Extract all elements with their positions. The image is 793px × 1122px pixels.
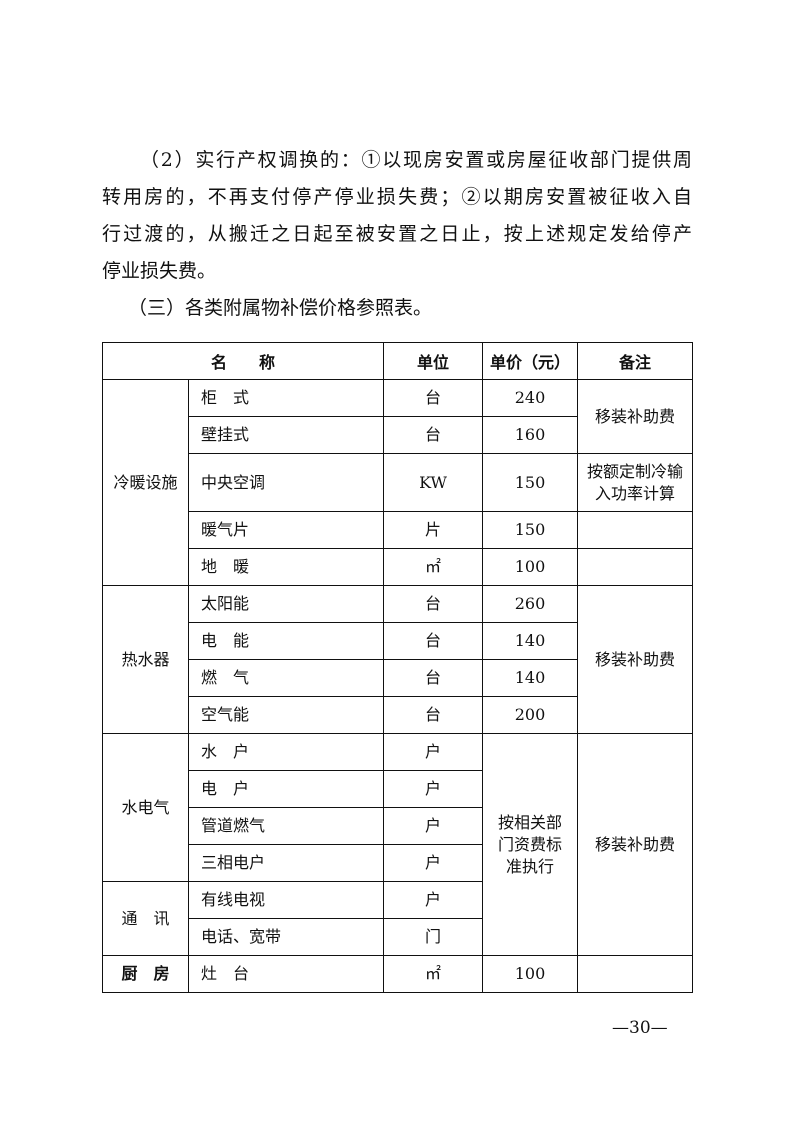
item-name: 灶 台 (187, 955, 385, 993)
table-row: 管道燃气 户 (103, 807, 693, 845)
page-number: —30— (612, 1018, 668, 1038)
item-unit: 台 (383, 659, 484, 697)
table-header: 名 称 单位 单价（元） 备注 (101, 342, 694, 380)
table-row: 中央空调 KW 150 按额定制冷输入功率计算 (103, 453, 694, 512)
item-name: 电 能 (187, 622, 385, 660)
item-name: 电 户 (187, 770, 385, 808)
item-note (577, 955, 694, 993)
item-name: 燃 气 (187, 659, 385, 697)
table-row: 通 讯 有线电视 户 (102, 881, 693, 956)
item-unit: 台 (383, 585, 484, 623)
item-unit: 户 (383, 733, 484, 771)
item-note (577, 548, 694, 586)
item-name: 中央空调 (187, 453, 385, 512)
paragraph-line: 转用房的，不再支付停产停业损失费；②以期房安置被征收入自 (102, 186, 692, 208)
table-row: 水电气 水 户 户 按相关部门资费标准执行 移装补助费 (102, 733, 694, 956)
paragraph-line: （2）实行产权调换的：①以现房安置或房屋征收部门提供周 (140, 149, 692, 171)
item-name: 电话、宽带 (187, 918, 385, 956)
item-unit: 户 (383, 807, 484, 845)
item-price: 140 (482, 659, 579, 697)
item-unit: 门 (383, 918, 484, 956)
item-price: 100 (482, 955, 579, 993)
group-utilities: 水电气 (102, 733, 189, 882)
item-unit: 台 (383, 696, 484, 734)
item-price: 150 (482, 511, 579, 549)
table-row: 燃 气 台 140 (103, 659, 693, 697)
item-note: 移装补助费 (577, 585, 694, 734)
item-price: 260 (482, 585, 579, 623)
item-price: 按相关部门资费标准执行 (482, 733, 579, 956)
item-note: 移装补助费 (577, 733, 694, 956)
item-note: 按额定制冷输入功率计算 (577, 453, 694, 512)
item-name: 空气能 (187, 696, 385, 734)
item-note (577, 511, 694, 549)
table-row: 三相电户 户 (103, 844, 693, 882)
section-title: （三）各类附属物补偿价格参照表。 (128, 297, 433, 319)
group-telecom: 通 讯 (102, 881, 189, 956)
table-row: 暖气片 片 150 (103, 511, 694, 549)
table-row: 地 暖 ㎡ 100 (103, 548, 694, 586)
group-cooling: 冷暖设施 (102, 379, 189, 586)
item-name: 暖气片 (187, 511, 385, 549)
group-kitchen: 厨 房 (102, 955, 189, 993)
item-unit: 户 (383, 844, 484, 882)
item-unit: ㎡ (383, 955, 484, 993)
item-note: 移装补助费 (577, 379, 694, 454)
paragraph-line: 停业损失费。 (102, 260, 217, 282)
item-price: 240 (482, 379, 579, 417)
header-unit: 单位 (383, 342, 484, 380)
table-row: 热水器 太阳能 台 260 移装补助费 (102, 585, 694, 734)
table-row: 电 能 台 140 (103, 622, 693, 660)
table-row: 电 户 户 (103, 770, 693, 808)
item-price: 200 (482, 696, 579, 734)
header-name: 名 称 (101, 342, 385, 380)
item-unit: 台 (383, 416, 484, 454)
paragraph-line: 行过渡的，从搬迁之日起至被安置之日止，按上述规定发给停产 (102, 223, 692, 245)
table-row: 壁挂式 台 160 (103, 416, 693, 454)
item-unit: 户 (383, 770, 484, 808)
item-unit: 片 (383, 511, 484, 549)
group-water-heater: 热水器 (102, 585, 189, 734)
item-price: 160 (482, 416, 579, 454)
item-unit: KW (383, 453, 484, 512)
item-name: 有线电视 (187, 881, 385, 919)
item-name: 柜 式 (187, 379, 385, 417)
compensation-table: 名 称 单位 单价（元） 备注 冷暖设施 柜 式 台 240 移装补助费 壁挂式… (101, 342, 694, 993)
item-unit: 户 (383, 881, 484, 919)
item-name: 壁挂式 (187, 416, 385, 454)
table-row: 冷暖设施 柜 式 台 240 移装补助费 (102, 379, 694, 586)
item-price: 140 (482, 622, 579, 660)
item-unit: ㎡ (383, 548, 484, 586)
table-row: 空气能 台 200 (103, 696, 693, 734)
item-name: 水 户 (187, 733, 385, 771)
item-unit: 台 (383, 622, 484, 660)
header-note: 备注 (577, 342, 694, 380)
item-price: 100 (482, 548, 579, 586)
table-row: 厨 房 灶 台 ㎡ 100 (102, 955, 694, 993)
table-row: 电话、宽带 门 (103, 918, 693, 956)
item-name: 三相电户 (187, 844, 385, 882)
item-name: 太阳能 (187, 585, 385, 623)
item-name: 地 暖 (187, 548, 385, 586)
header-price: 单价（元） (482, 342, 579, 380)
item-unit: 台 (383, 379, 484, 417)
item-name: 管道燃气 (187, 807, 385, 845)
item-price: 150 (482, 453, 579, 512)
